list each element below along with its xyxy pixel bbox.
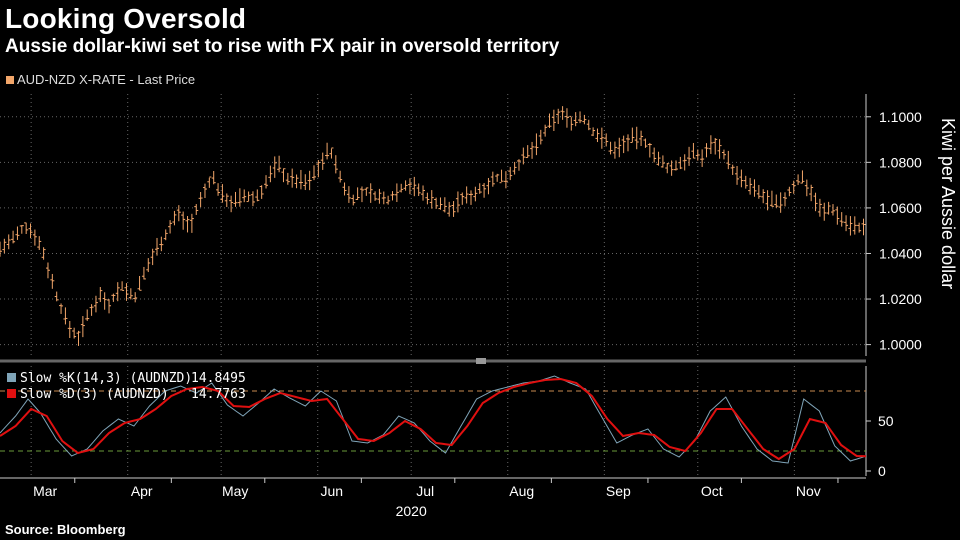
xtick-label-3: Jun xyxy=(320,483,343,499)
xtick-label-2: May xyxy=(222,483,248,499)
ytick-price-label-4: 1.0800 xyxy=(879,154,922,170)
xtick-label-5: Aug xyxy=(509,483,534,499)
xtick-label-4: Jul xyxy=(416,483,434,499)
chart-title: Looking Oversold xyxy=(5,3,247,34)
slow-d-legend-label: Slow %D(3) (AUDNZD) xyxy=(20,387,169,402)
y-axis-label-wrap: Kiwi per Aussie dollar xyxy=(928,118,960,338)
y-axis-label: Kiwi per Aussie dollar xyxy=(938,118,958,290)
slow-k-line xyxy=(0,375,867,464)
slow-d-legend-value: 14.7763 xyxy=(191,387,246,402)
xtick-label-1: Apr xyxy=(131,483,153,499)
ytick-price-label-5: 1.1000 xyxy=(879,109,922,125)
xtick-label-6: Sep xyxy=(606,483,631,499)
ytick-price-label-3: 1.0600 xyxy=(879,200,922,216)
slow-k-legend-value: 14.8495 xyxy=(191,371,246,386)
ytick-price-label-1: 1.0200 xyxy=(879,291,922,307)
x-axis-year: 2020 xyxy=(396,503,427,519)
price-legend-label: AUD-NZD X-RATE - Last Price xyxy=(17,72,196,87)
slow-k-legend-label: Slow %K(14,3) (AUDNZD) xyxy=(20,371,192,386)
ytick-price-label-0: 1.0000 xyxy=(879,337,922,353)
xtick-label-8: Nov xyxy=(796,483,821,499)
xtick-label-0: Mar xyxy=(33,483,57,499)
slow-k-legend-swatch xyxy=(7,373,16,382)
price-legend: AUD-NZD X-RATE - Last Price xyxy=(6,72,195,87)
slow-d-legend-swatch xyxy=(7,389,16,398)
ytick-stoch-label-1: 50 xyxy=(878,413,894,429)
ytick-price-label-2: 1.0400 xyxy=(879,245,922,261)
xtick-label-7: Oct xyxy=(701,483,723,499)
panel-divider-handle xyxy=(476,358,486,364)
price-legend-swatch xyxy=(6,75,14,84)
chart-subtitle: Aussie dollar-kiwi set to rise with FX p… xyxy=(5,36,560,57)
ytick-stoch-label-0: 0 xyxy=(878,463,886,479)
source-note: Source: Bloomberg xyxy=(5,522,126,537)
slow-d-line xyxy=(0,377,867,461)
